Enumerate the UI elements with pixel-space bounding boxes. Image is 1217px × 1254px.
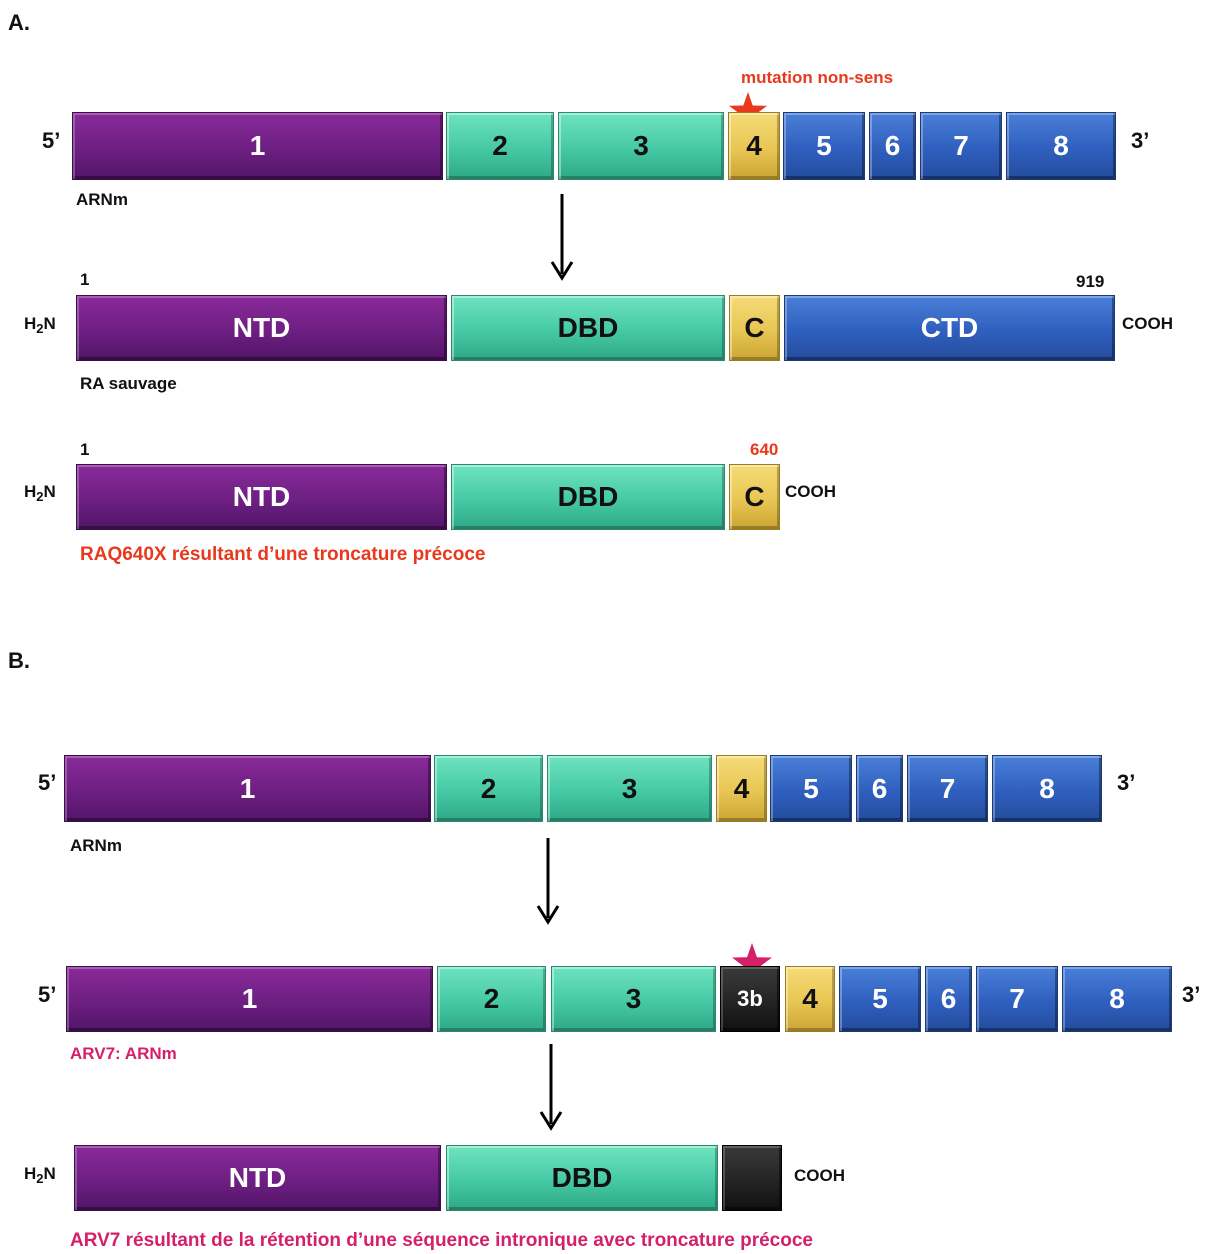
arv7-mrna-exon-3: 3 <box>551 966 716 1032</box>
a-wt-start-num: 1 <box>80 270 90 289</box>
a-mrna-exon-1: 1 <box>72 112 443 180</box>
arv7-mrna-exon-5: 5 <box>839 966 921 1032</box>
section-b-label: B. <box>8 648 30 673</box>
arv7-mrna-5prime: 5’ <box>38 982 57 1007</box>
b-mrna-exon-4: 4 <box>716 755 767 822</box>
b-mrna-5prime: 5’ <box>38 770 57 795</box>
b-mrna-exon-2: 2 <box>434 755 543 822</box>
mutation-label: mutation non-sens <box>741 68 894 87</box>
a-trunc-end-num: 640 <box>750 440 779 459</box>
arv7-mrna-exon-3b: 3b <box>720 966 780 1032</box>
arv7-mrna-exon-8: 8 <box>1062 966 1172 1032</box>
a-mrna-exon-6: 6 <box>869 112 916 180</box>
a-mrna-exon-7: 7 <box>920 112 1002 180</box>
arv7-mrna-caption: ARV7: ARNm <box>70 1044 177 1063</box>
b-mrna-exon-3: 3 <box>547 755 712 822</box>
b-mrna-exon-5: 5 <box>770 755 852 822</box>
b-arrow-down-icon-1 <box>536 838 560 925</box>
section-a-label: A. <box>8 10 30 35</box>
arv7-star-icon <box>732 943 772 981</box>
a-wt-dbd: DBD <box>451 295 725 361</box>
arv7-mrna-exon-2: 2 <box>437 966 546 1032</box>
arv7-mrna-exon-4: 4 <box>785 966 835 1032</box>
b-arrow-down-icon-2 <box>539 1044 563 1131</box>
a-mrna-5prime: 5’ <box>42 128 61 153</box>
a-mrna-exon-2: 2 <box>446 112 554 180</box>
a-arrow-down-icon <box>550 194 574 281</box>
a-wt-ctd: CTD <box>784 295 1115 361</box>
a-mrna-3prime: 3’ <box>1131 128 1150 153</box>
arv7-mrna-3prime: 3’ <box>1182 982 1201 1007</box>
arv7-ntd: NTD <box>74 1145 441 1211</box>
a-trunc-caption: RAQ640X résultant d’une troncature préco… <box>80 544 486 565</box>
arv7-mrna-exon-1: 1 <box>66 966 433 1032</box>
a-wt-cterm: COOH <box>1122 314 1173 333</box>
arv7-dbd: DBD <box>446 1145 718 1211</box>
a-mrna-caption: ARNm <box>76 190 128 209</box>
b-mrna-exon-1: 1 <box>64 755 431 822</box>
a-wt-end-num: 919 <box>1076 272 1105 291</box>
b-mrna-3prime: 3’ <box>1117 770 1136 795</box>
a-mrna-exon-8: 8 <box>1006 112 1116 180</box>
mutation-star-icon <box>729 92 767 128</box>
b-mrna-exon-8: 8 <box>992 755 1102 822</box>
a-wt-c: C <box>729 295 780 361</box>
a-trunc-cterm: COOH <box>785 482 836 501</box>
a-trunc-ntd: NTD <box>76 464 447 530</box>
arv7-mrna-exon-7: 7 <box>976 966 1058 1032</box>
a-wt-caption: RA sauvage <box>80 374 177 393</box>
arv7-mrna-exon-6: 6 <box>925 966 972 1032</box>
b-mrna-exon-6: 6 <box>856 755 903 822</box>
a-mrna-exon-3: 3 <box>558 112 724 180</box>
arv7-caption: ARV7 résultant de la rétention d’une séq… <box>70 1230 813 1251</box>
a-trunc-c: C <box>729 464 780 530</box>
b-mrna-exon-7: 7 <box>907 755 988 822</box>
a-trunc-dbd: DBD <box>451 464 725 530</box>
b-mrna-caption: ARNm <box>70 836 122 855</box>
a-mrna-exon-4: 4 <box>728 112 780 180</box>
arv7-3b-segment <box>722 1145 782 1211</box>
a-wt-ntd: NTD <box>76 295 447 361</box>
a-trunc-start-num: 1 <box>80 440 90 459</box>
a-trunc-nterm: H2N <box>24 482 56 504</box>
a-wt-nterm: H2N <box>24 314 56 336</box>
arv7-cterm: COOH <box>794 1166 845 1185</box>
a-mrna-exon-5: 5 <box>783 112 865 180</box>
arv7-nterm: H2N <box>24 1164 56 1186</box>
